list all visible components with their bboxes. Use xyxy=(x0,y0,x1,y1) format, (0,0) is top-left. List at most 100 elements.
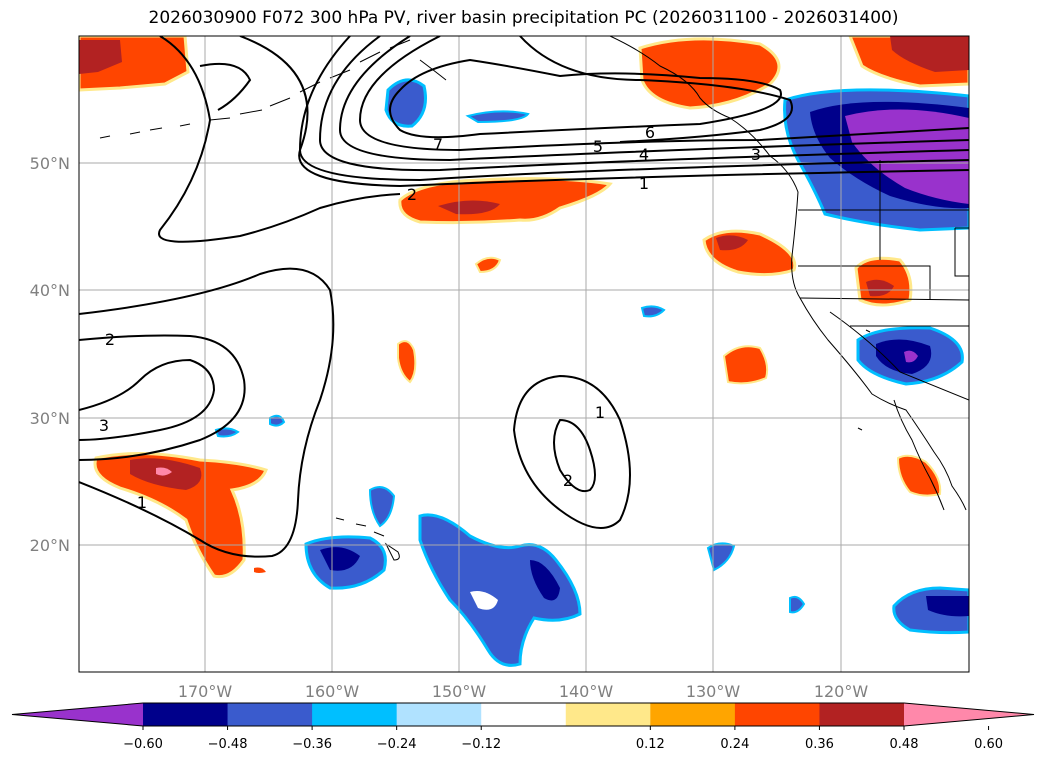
precip-positive-core xyxy=(866,279,894,297)
lon-label-120w: 120°W xyxy=(814,682,869,701)
offshore-islands xyxy=(857,329,871,431)
pv-contour-2-west xyxy=(199,62,252,111)
colorbar-segment xyxy=(650,703,736,726)
gridlines xyxy=(79,36,969,672)
colorbar-tick-label: −0.48 xyxy=(208,737,248,752)
precip-neutral-hole xyxy=(470,591,498,610)
colorbar-tick-label: 0.24 xyxy=(720,737,749,752)
precip-positive-core xyxy=(79,40,122,74)
precip-positive-blob xyxy=(397,340,417,384)
lat-label-30n: 30°N xyxy=(30,409,70,428)
precip-positive-extreme xyxy=(156,467,172,476)
lat-label-20n: 20°N xyxy=(30,536,70,555)
colorbar-segment xyxy=(143,703,229,726)
colorbar-extend-min xyxy=(12,703,143,726)
contour-label: 3 xyxy=(99,416,109,435)
map-title: 2026030900 F072 300 hPa PV, river basin … xyxy=(148,8,899,28)
lon-label-170w: 170°W xyxy=(178,682,233,701)
pv-contour-2-west xyxy=(158,36,401,243)
colorbar: −0.60 −0.48 −0.36 −0.24 −0.12 0.12 0.24 0.36 0.4… xyxy=(11,702,1035,752)
state-border xyxy=(799,297,969,301)
precip-positive-blob xyxy=(722,345,769,385)
contour-label: 6 xyxy=(645,123,655,142)
precip-positive-blob xyxy=(254,567,266,573)
lon-label-130w: 130°W xyxy=(686,682,741,701)
precip-negative-core xyxy=(876,339,932,374)
contour-label: 7 xyxy=(433,135,443,154)
longitude-labels: 170°W 160°W 150°W 140°W 130°W 120°W xyxy=(178,682,869,701)
pv-contour-7 xyxy=(389,58,782,139)
precip-negative-blob xyxy=(368,486,396,528)
colorbar-segment xyxy=(312,703,398,726)
baja-peninsula xyxy=(893,399,945,511)
precip-positive-blob xyxy=(93,451,268,579)
state-border xyxy=(829,311,969,401)
colorbar-tick-label: −0.36 xyxy=(292,737,332,752)
colorbar-segment xyxy=(227,703,313,726)
colorbar-segment xyxy=(481,703,567,726)
contour-label: 1 xyxy=(595,403,605,422)
precip-negative-core xyxy=(530,560,560,601)
precip-positive-blob xyxy=(474,256,502,274)
colorbar-segment xyxy=(565,703,651,726)
colorbar-tick-label: 0.36 xyxy=(805,737,834,752)
latitude-labels: 50°N 40°N 30°N 20°N xyxy=(30,154,70,555)
precip-positive-core xyxy=(716,235,748,251)
lat-label-40n: 40°N xyxy=(30,281,70,300)
pv-contours xyxy=(79,36,969,558)
contour-label: 1 xyxy=(639,174,649,193)
aleutian-islands xyxy=(99,39,411,139)
state-border xyxy=(954,227,969,277)
pv-contour-1-sw xyxy=(79,267,335,558)
contour-label: 1 xyxy=(137,493,147,512)
colorbar-tick-label: −0.12 xyxy=(461,737,501,752)
contour-label: 3 xyxy=(751,145,761,164)
coastlines xyxy=(99,36,969,561)
precip-negative-blob xyxy=(789,595,806,614)
precip-negative-core xyxy=(320,547,360,571)
pv-contour-1-central xyxy=(512,374,631,529)
alaska-peninsula xyxy=(419,59,447,81)
pv-contour-2-sw xyxy=(79,334,246,461)
colorbar-tick-label: 0.60 xyxy=(974,737,1003,752)
lon-label-160w: 160°W xyxy=(305,682,360,701)
precip-positive-blob xyxy=(638,37,781,110)
contour-label: 2 xyxy=(407,185,417,204)
contour-label: 2 xyxy=(563,471,573,490)
precip-positive-core xyxy=(438,200,500,215)
colorbar-extend-max xyxy=(904,703,1034,726)
lon-label-140w: 140°W xyxy=(559,682,614,701)
lon-label-150w: 150°W xyxy=(432,682,487,701)
pv-contour-5 xyxy=(358,36,969,152)
pv-contour-1 xyxy=(239,36,969,188)
colorbar-segment xyxy=(734,703,820,726)
pv-contour-3-sw xyxy=(79,358,216,441)
precip-positive-blob xyxy=(896,454,942,497)
pv-contour-4 xyxy=(338,36,969,162)
colorbar-tick-label: 0.48 xyxy=(890,737,919,752)
state-border xyxy=(798,265,931,300)
pv-contour-3 xyxy=(318,36,969,172)
colorbar-tick-label: −0.24 xyxy=(377,737,417,752)
plot-frame xyxy=(78,35,970,673)
precip-negative-blob xyxy=(418,513,582,667)
colorbar-tick-label: −0.60 xyxy=(123,737,163,752)
precip-negative-blob xyxy=(706,542,736,572)
pv-contour-labels: 1 2 3 4 5 6 7 2 3 1 1 2 xyxy=(99,123,761,512)
contour-label: 2 xyxy=(105,330,115,349)
north-american-coastline xyxy=(609,36,967,511)
precip-negative-blob xyxy=(465,110,530,124)
precip-positive-core xyxy=(890,36,969,72)
contour-label: 4 xyxy=(639,145,649,164)
pv-contour-2-central xyxy=(553,418,596,492)
colorbar-tick-label: 0.12 xyxy=(636,737,665,752)
precip-negative-blob xyxy=(640,305,666,318)
precip-negative-extreme xyxy=(904,350,918,363)
contour-label: 5 xyxy=(593,137,603,156)
colorbar-segment xyxy=(396,703,482,726)
lat-label-50n: 50°N xyxy=(30,154,70,173)
precip-negative-blob xyxy=(269,414,286,427)
colorbar-segment xyxy=(819,703,905,726)
pv-contour-6 xyxy=(519,36,793,143)
